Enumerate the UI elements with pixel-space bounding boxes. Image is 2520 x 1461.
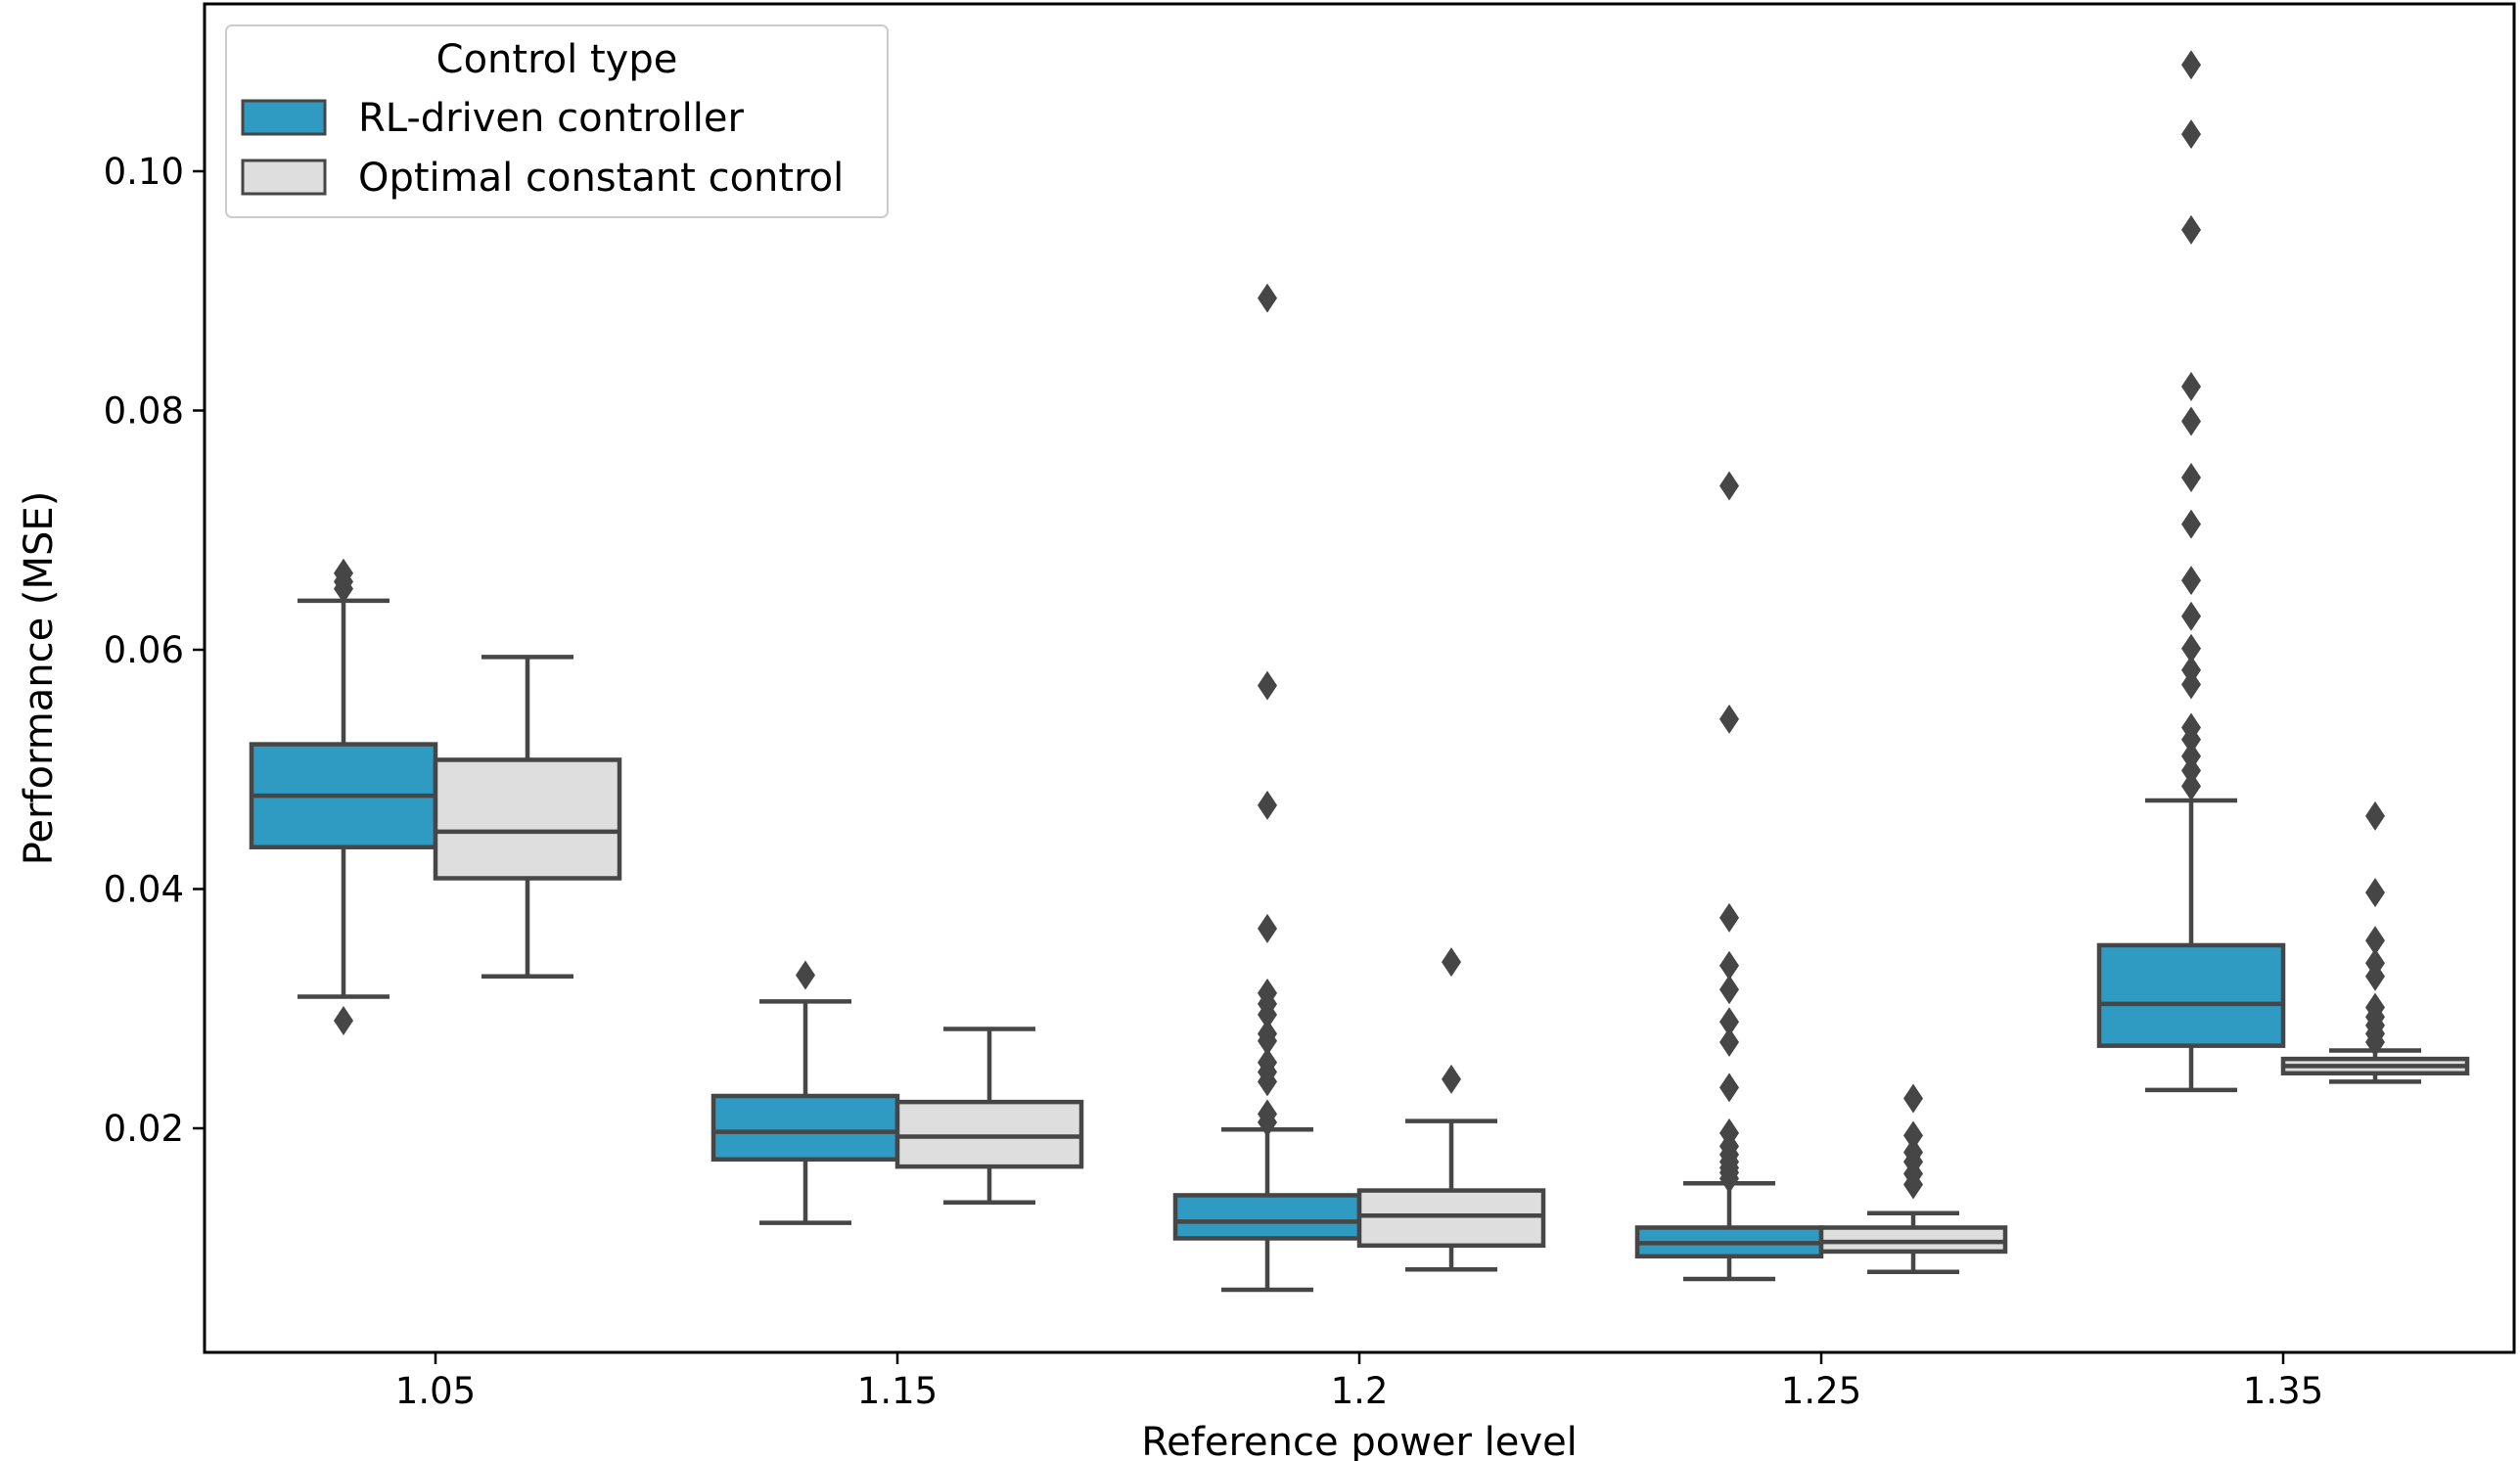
box-optimal-1.15 [894, 1027, 1084, 1206]
outlier-marker [2181, 50, 2201, 80]
iqr-box [894, 1099, 1084, 1169]
legend-label-optimal: Optimal constant control [358, 156, 844, 201]
outlier-marker [2181, 462, 2201, 492]
outlier-marker [2181, 214, 2201, 245]
outlier-marker [1719, 902, 1739, 933]
box-optimal-1.2 [1356, 947, 1546, 1272]
box-optimal-1.05 [433, 655, 622, 979]
outlier-marker [1719, 471, 1739, 501]
iqr-box [1172, 1193, 1362, 1241]
outlier-marker [1903, 1083, 1923, 1114]
y-tick-label: 0.08 [104, 390, 184, 433]
outlier-marker [2181, 771, 2201, 801]
box-optimal-1.25 [1818, 1083, 2008, 1274]
outlier-marker [796, 960, 815, 990]
outlier-marker [2181, 566, 2201, 596]
outlier-marker [1258, 1019, 1277, 1049]
axes-layer: 0.02 0.04 0.06 0.08 0.10 1.05 1.15 1.2 1.25 1.35 [104, 151, 2324, 1412]
outlier-marker [2181, 601, 2201, 631]
x-axis-title: Reference power level [1141, 1420, 1578, 1461]
outlier-marker [1903, 1137, 1923, 1167]
y-axis-title: Performance (MSE) [17, 491, 62, 866]
iqr-box [1818, 1225, 2008, 1255]
y-tick-label: 0.06 [104, 629, 184, 671]
outlier-marker [334, 1005, 353, 1035]
legend-swatch-rl [241, 99, 327, 136]
outlier-marker [1719, 1027, 1739, 1057]
outlier-marker [1719, 1073, 1739, 1103]
iqr-box [1356, 1188, 1546, 1249]
x-tick-label: 1.35 [2243, 1370, 2323, 1412]
outlier-marker [1258, 978, 1277, 1008]
outlier-marker [1719, 950, 1739, 981]
outlier-marker [2181, 372, 2201, 402]
legend-label-rl: RL-driven controller [358, 96, 744, 141]
box-rl-1.35 [2096, 50, 2286, 1093]
x-tick-label: 1.2 [1331, 1370, 1389, 1412]
outlier-marker [2365, 878, 2385, 908]
legend-frame [225, 24, 889, 218]
outlier-marker [2365, 948, 2385, 979]
iqr-box [2096, 942, 2286, 1048]
x-tick-label: 1.05 [395, 1370, 476, 1412]
outlier-marker [1719, 704, 1739, 734]
outlier-marker [2181, 633, 2201, 663]
x-tick-label: 1.15 [857, 1370, 938, 1412]
outlier-marker [2181, 741, 2201, 771]
outlier-marker [1258, 790, 1277, 820]
outlier-marker [1442, 947, 1461, 978]
box-rl-1.15 [710, 960, 900, 1225]
outlier-marker [334, 558, 353, 588]
y-tick-label: 0.10 [104, 151, 184, 193]
outlier-marker [1258, 1099, 1277, 1129]
y-tick-label: 0.04 [104, 869, 184, 911]
outlier-marker [2181, 509, 2201, 539]
outlier-marker [1903, 1120, 1923, 1151]
outlier-marker [1258, 913, 1277, 943]
iqr-box [433, 757, 622, 881]
legend: Control type RL-driven controller Optima… [225, 24, 889, 218]
outlier-marker [2365, 800, 2385, 831]
box-optimal-1.35 [2280, 800, 2470, 1084]
outlier-marker [1719, 1007, 1739, 1037]
outlier-marker [2181, 119, 2201, 150]
box-rl-1.2 [1172, 283, 1362, 1293]
y-tick-label: 0.02 [104, 1108, 184, 1150]
outlier-marker [1719, 975, 1739, 1005]
outlier-marker [2365, 992, 2385, 1023]
x-tick-label: 1.25 [1781, 1370, 1861, 1412]
outlier-marker [1442, 1064, 1461, 1094]
outlier-marker [2181, 712, 2201, 743]
outlier-marker [1258, 1047, 1277, 1077]
outlier-marker [1719, 1118, 1739, 1148]
box-rl-1.05 [249, 558, 438, 1035]
legend-title: Control type [436, 37, 678, 82]
box-rl-1.25 [1634, 471, 1824, 1282]
outlier-marker [2181, 406, 2201, 436]
outlier-marker [1258, 283, 1277, 313]
plot-layer [249, 50, 2470, 1293]
outlier-marker [2365, 926, 2385, 956]
outlier-marker [1258, 670, 1277, 701]
iqr-box [710, 1093, 900, 1163]
legend-swatch-optimal [241, 159, 327, 196]
outlier-marker [2181, 655, 2201, 685]
